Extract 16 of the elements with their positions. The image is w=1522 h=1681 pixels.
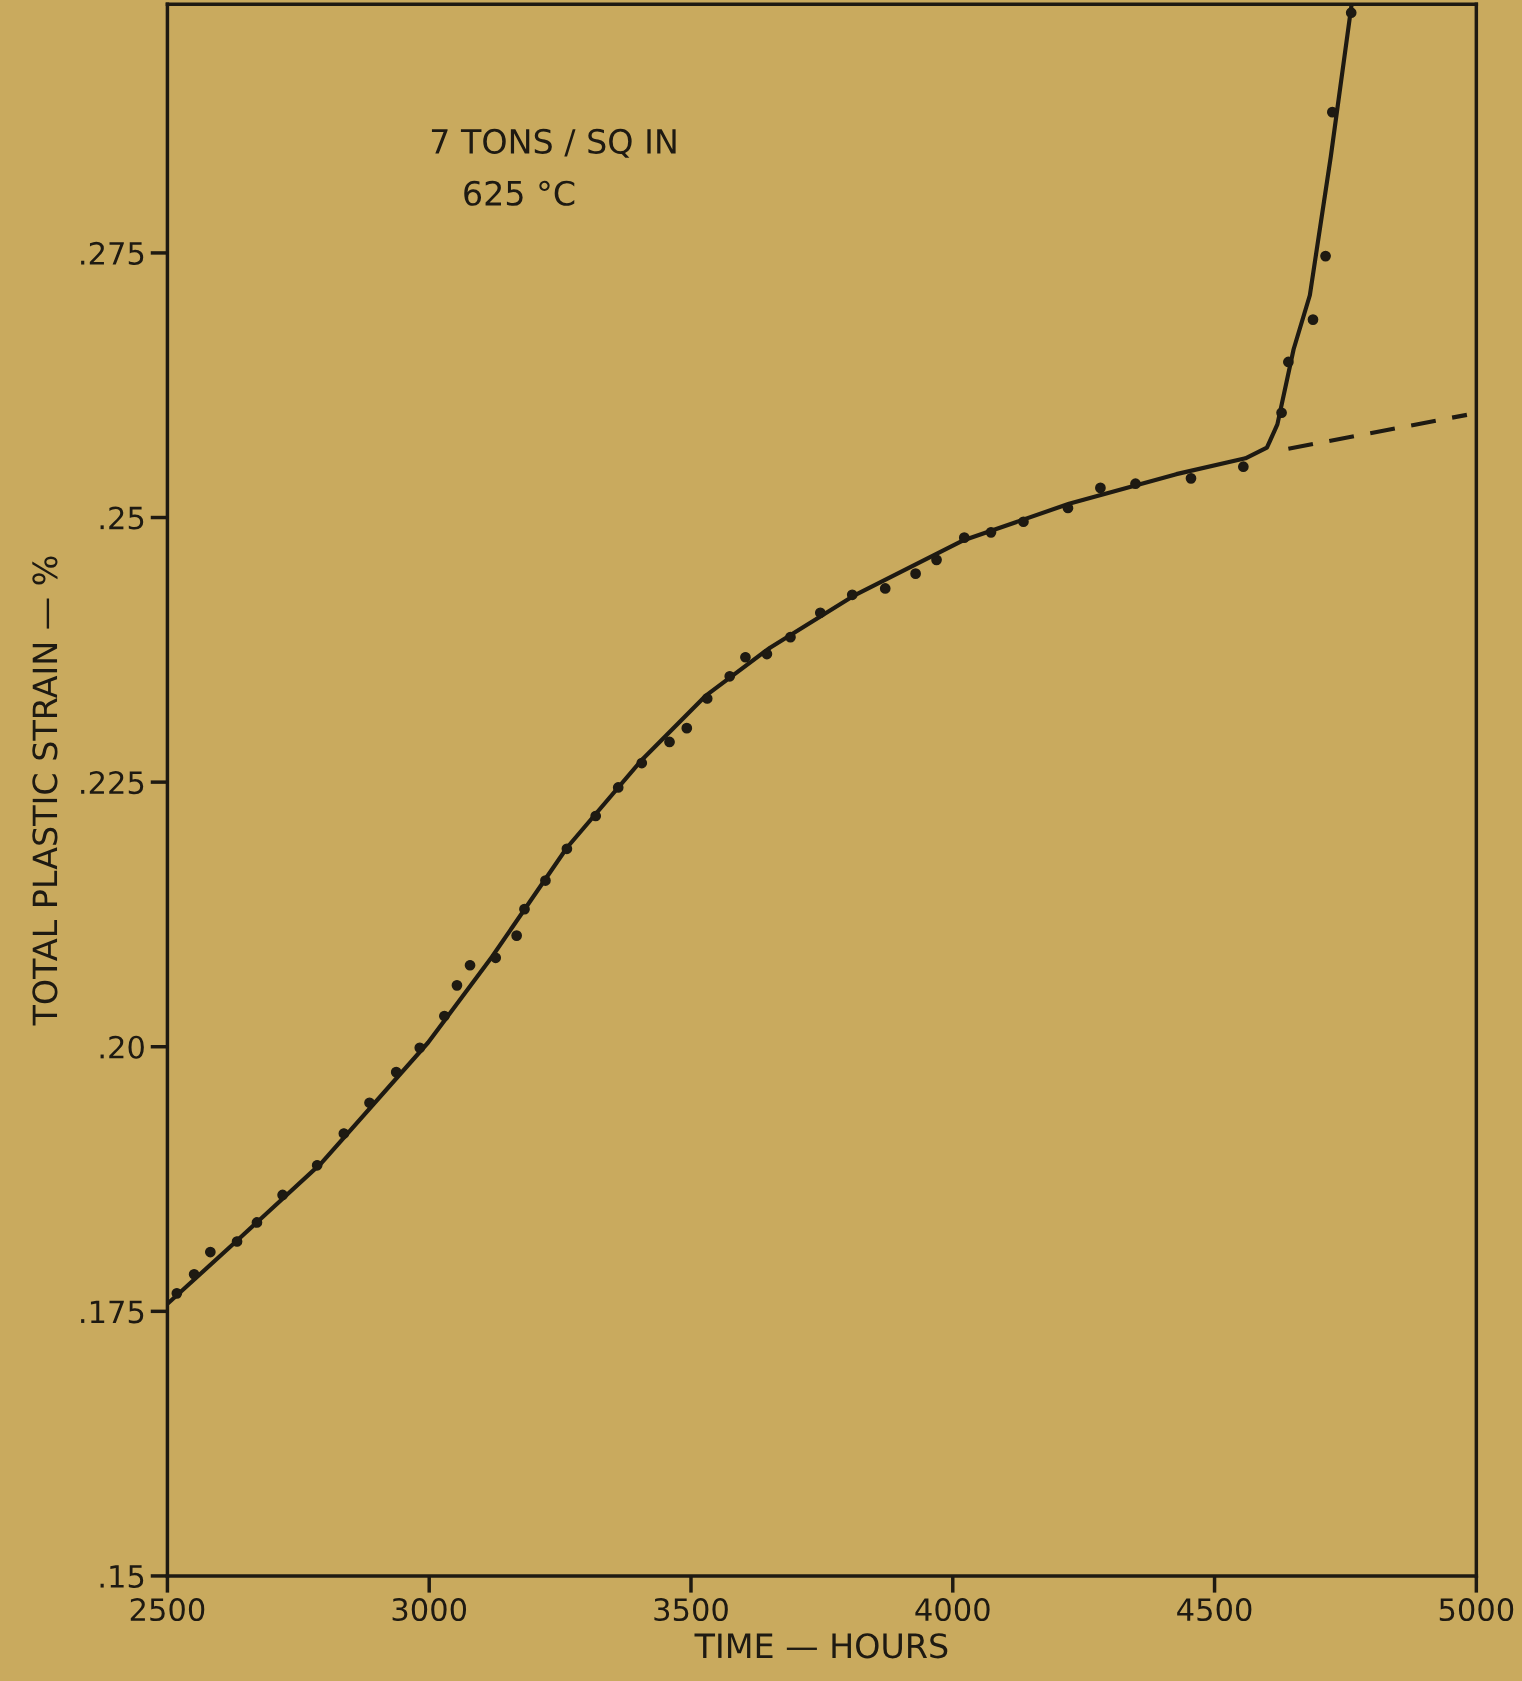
x-tick-label: 3500 — [654, 1598, 728, 1622]
y-tick-label: .225 — [81, 771, 144, 795]
y-tick-label: .15 — [100, 1565, 144, 1588]
y-tick-label: .20 — [100, 1035, 144, 1059]
annotation: 625 °C — [464, 180, 575, 206]
x-tick-label: 2500 — [130, 1598, 205, 1622]
x-tick-label: 4000 — [915, 1598, 990, 1622]
y-tick-label: .25 — [100, 506, 144, 530]
y-tick-label: .275 — [81, 241, 144, 265]
x-tick-label: 5000 — [1439, 1598, 1514, 1622]
annotation: 7 TONS / SQ IN — [431, 128, 676, 158]
y-axis-title: TOTAL PLASTIC STRAIN — % — [32, 556, 58, 1026]
x-axis-title: TIME — HOURS — [694, 1633, 948, 1659]
y-tick-label: .175 — [81, 1300, 144, 1324]
x-tick-label: 4500 — [1177, 1598, 1252, 1622]
x-tick-label: 3000 — [392, 1598, 467, 1622]
